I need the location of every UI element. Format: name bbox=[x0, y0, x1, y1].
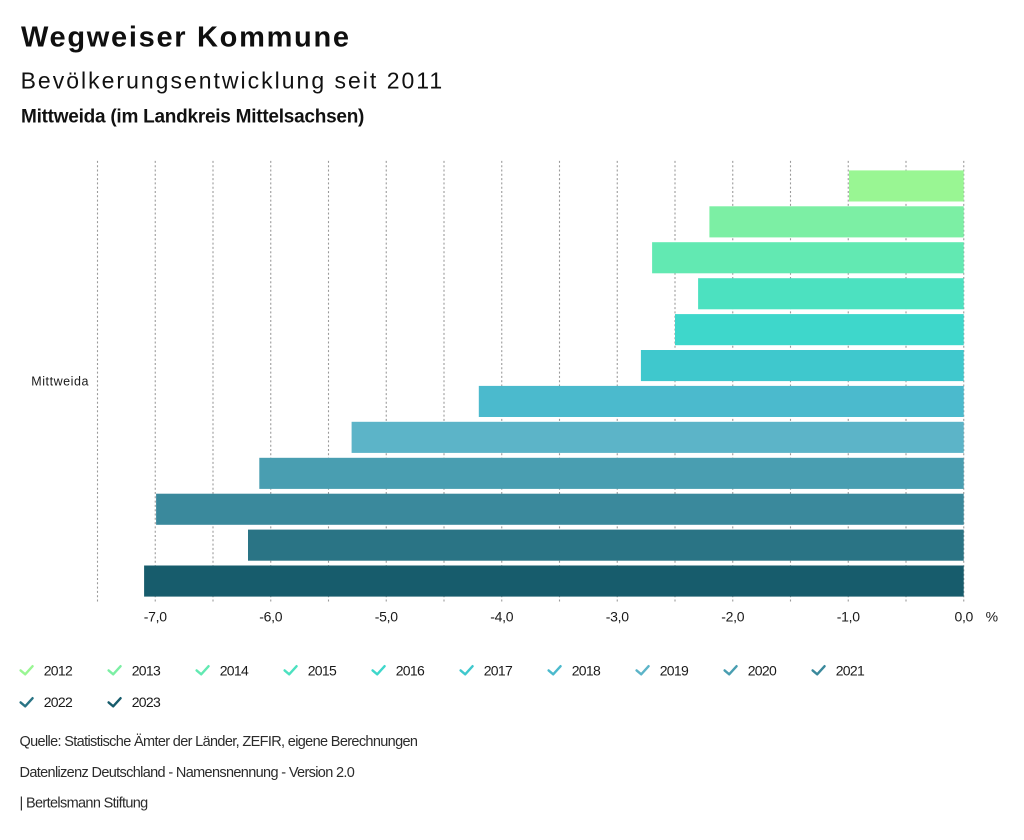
svg-text:2018: 2018 bbox=[572, 662, 601, 678]
svg-text:-2,0: -2,0 bbox=[721, 609, 744, 625]
svg-text:-6,0: -6,0 bbox=[259, 609, 282, 625]
svg-text:2013: 2013 bbox=[132, 662, 161, 678]
svg-text:2012: 2012 bbox=[44, 662, 73, 678]
svg-text:Datenlizenz Deutschland - Name: Datenlizenz Deutschland - Namensnennung … bbox=[20, 765, 355, 781]
svg-text:2017: 2017 bbox=[484, 662, 513, 678]
svg-text:| Bertelsmann Stiftung: | Bertelsmann Stiftung bbox=[20, 796, 149, 812]
svg-text:-3,0: -3,0 bbox=[606, 609, 629, 625]
svg-text:-7,0: -7,0 bbox=[144, 609, 167, 625]
svg-text:2021: 2021 bbox=[836, 662, 865, 678]
svg-text:Quelle: Statistische Ämter der: Quelle: Statistische Ämter der Länder, Z… bbox=[20, 733, 418, 750]
svg-text:2015: 2015 bbox=[308, 662, 337, 678]
svg-text:Mittweida: Mittweida bbox=[31, 375, 89, 389]
svg-text:Mittweida (im Landkreis Mittel: Mittweida (im Landkreis Mittelsachsen) bbox=[21, 107, 364, 128]
svg-text:2019: 2019 bbox=[660, 662, 689, 678]
svg-text:Bevölkerungsentwicklung seit 2: Bevölkerungsentwicklung seit 2011 bbox=[21, 68, 445, 94]
svg-text:%: % bbox=[986, 609, 998, 625]
svg-text:-4,0: -4,0 bbox=[490, 609, 513, 625]
svg-text:2014: 2014 bbox=[220, 662, 249, 678]
svg-text:0,0: 0,0 bbox=[954, 609, 973, 625]
svg-text:2016: 2016 bbox=[396, 662, 425, 678]
svg-text:-5,0: -5,0 bbox=[375, 609, 398, 625]
svg-text:2023: 2023 bbox=[132, 694, 161, 710]
svg-text:Wegweiser Kommune: Wegweiser Kommune bbox=[21, 22, 351, 54]
svg-text:2022: 2022 bbox=[44, 694, 73, 710]
svg-text:2020: 2020 bbox=[748, 662, 777, 678]
svg-text:-1,0: -1,0 bbox=[837, 609, 860, 625]
